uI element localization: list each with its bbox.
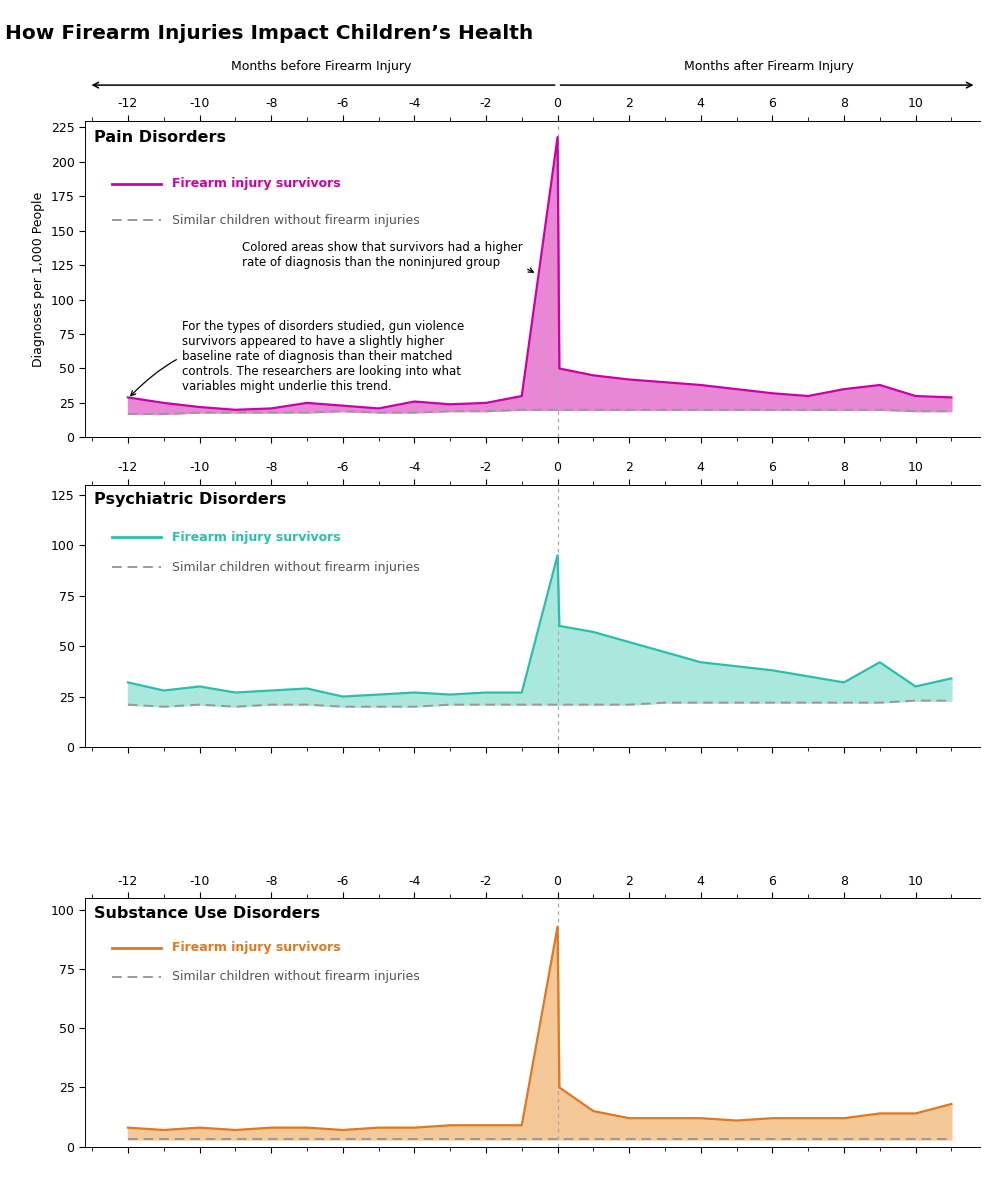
Text: For the types of disorders studied, gun violence
survivors appeared to have a sl: For the types of disorders studied, gun … [131, 320, 464, 396]
Text: Firearm injury survivors: Firearm injury survivors [172, 177, 340, 190]
Text: How Firearm Injuries Impact Children’s Health: How Firearm Injuries Impact Children’s H… [5, 24, 533, 43]
Y-axis label: Diagnoses per 1,000 People: Diagnoses per 1,000 People [32, 191, 45, 366]
Text: Similar children without firearm injuries: Similar children without firearm injurie… [172, 214, 420, 227]
Text: Psychiatric Disorders: Psychiatric Disorders [94, 493, 286, 507]
Text: Substance Use Disorders: Substance Use Disorders [94, 905, 320, 921]
Text: Months before Firearm Injury: Months before Firearm Injury [231, 60, 411, 72]
Text: Colored areas show that survivors had a higher
rate of diagnosis than the noninj: Colored areas show that survivors had a … [242, 241, 533, 272]
Text: Firearm injury survivors: Firearm injury survivors [172, 531, 340, 544]
Text: Similar children without firearm injuries: Similar children without firearm injurie… [172, 560, 420, 573]
Text: Months after Firearm Injury: Months after Firearm Injury [684, 60, 854, 72]
Text: Pain Disorders: Pain Disorders [94, 130, 226, 145]
Text: Similar children without firearm injuries: Similar children without firearm injurie… [172, 970, 420, 983]
Text: Firearm injury survivors: Firearm injury survivors [172, 942, 340, 954]
